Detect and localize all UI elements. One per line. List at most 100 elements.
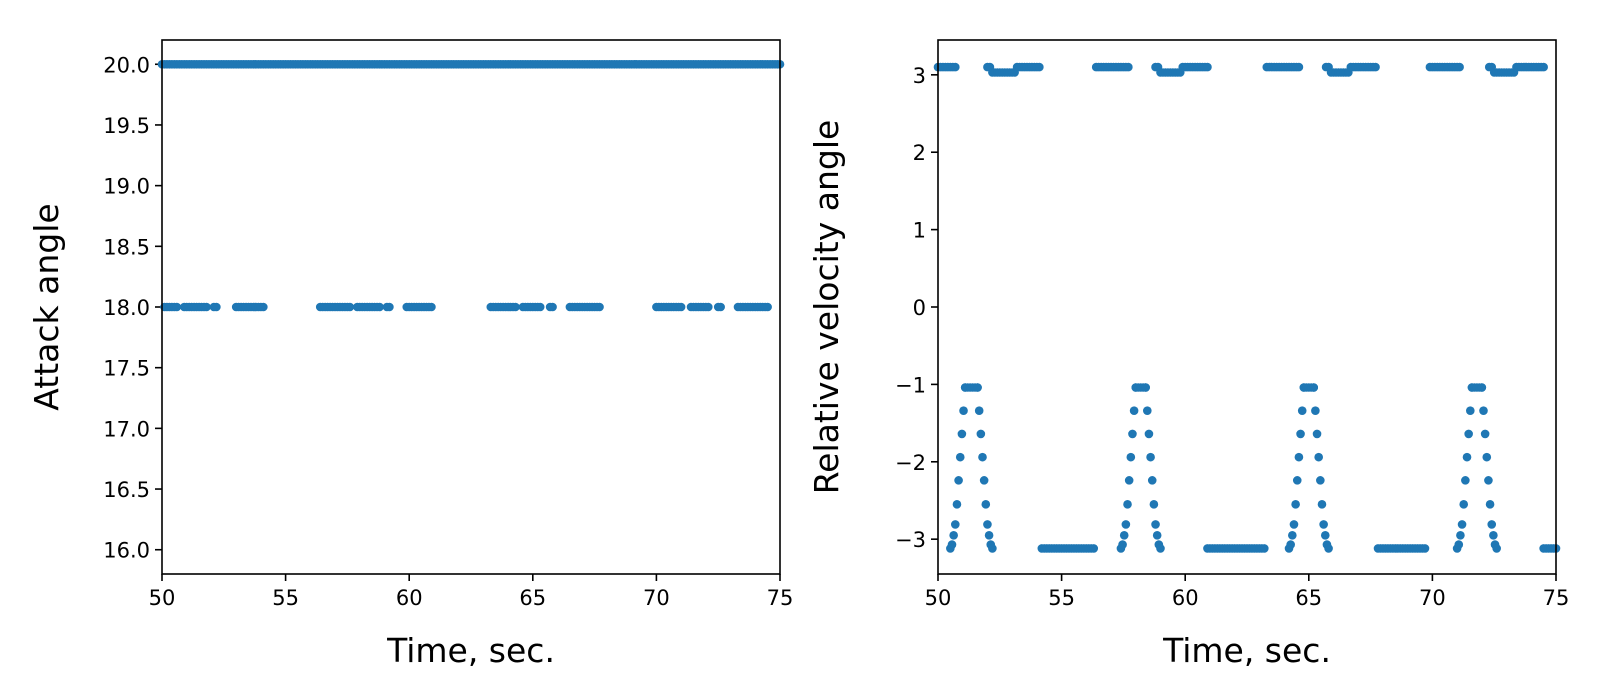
x-tick-label: 75 <box>1543 586 1570 610</box>
data-point <box>1455 62 1464 72</box>
data-point <box>1124 476 1134 485</box>
x-tick-label: 70 <box>643 586 670 610</box>
x-tick-label: 50 <box>149 586 176 610</box>
data-point <box>1489 531 1498 540</box>
data-point <box>1316 476 1325 485</box>
data-point <box>984 531 994 540</box>
y-tick-label: −1 <box>895 373 926 397</box>
data-point <box>1320 531 1330 540</box>
x-tick-label: 50 <box>925 586 952 610</box>
data-point <box>1151 520 1160 529</box>
y-tick-label: 16.0 <box>103 539 150 563</box>
x-tick-label: 60 <box>1172 586 1199 610</box>
data-point <box>1317 500 1327 509</box>
y-tick-label: −2 <box>895 451 926 475</box>
y-tick-label: 19.0 <box>103 175 150 199</box>
data-point <box>1485 500 1495 509</box>
data-point <box>1121 520 1131 529</box>
data-point <box>1288 531 1297 540</box>
y-tick-label: 3 <box>913 64 926 88</box>
data-point <box>595 302 604 312</box>
data-point <box>1311 406 1320 416</box>
relative-velocity-angle-panel: 50 55 60 65 70 75 −3 −2 −1 0 1 2 3 Time, sec. Relative… <box>807 39 1570 670</box>
y-tick-label: 17.5 <box>103 357 150 381</box>
x-tick-label: 55 <box>272 586 299 610</box>
data-point <box>1309 383 1319 392</box>
x-tick-label: 75 <box>767 586 794 610</box>
data-point <box>202 302 211 312</box>
data-point <box>952 500 962 509</box>
y-tick-label: −3 <box>895 528 926 552</box>
plot-frame <box>161 39 781 575</box>
y-tick-label: 1 <box>913 219 926 243</box>
data-point <box>704 302 713 312</box>
y-axis-label: Attack angle <box>27 203 66 410</box>
data-point <box>1141 383 1150 392</box>
data-point <box>957 429 967 439</box>
data-point <box>979 476 989 485</box>
data-point <box>951 62 960 72</box>
data-point <box>1149 500 1159 509</box>
data-point <box>1482 452 1492 462</box>
data-point <box>1371 62 1380 72</box>
x-axis-label: Time, sec. <box>1162 631 1331 670</box>
data-point <box>535 302 545 312</box>
x-tick-label: 60 <box>396 586 423 610</box>
data-point <box>1126 452 1136 462</box>
data-point <box>1147 476 1157 485</box>
data-point <box>1089 544 1099 553</box>
data-point <box>1152 531 1162 540</box>
data-point <box>1260 544 1269 553</box>
data-point <box>983 520 992 529</box>
data-point <box>1456 531 1465 540</box>
data-point <box>1286 540 1295 549</box>
data-point <box>1146 452 1155 462</box>
data-point <box>511 302 520 312</box>
scatter-series <box>933 62 1561 553</box>
data-point <box>212 302 221 312</box>
data-point <box>1035 62 1044 72</box>
y-tick-label: 18.0 <box>103 296 150 320</box>
data-point <box>1462 452 1472 462</box>
data-point <box>1420 544 1430 553</box>
data-point <box>1319 520 1328 529</box>
x-tick-label: 65 <box>1295 586 1322 610</box>
data-point <box>1143 406 1152 416</box>
data-point <box>1296 429 1305 439</box>
y-tick-label: 0 <box>913 296 926 320</box>
data-point <box>676 302 686 312</box>
x-axis-label: Time, sec. <box>386 631 555 670</box>
y-tick-label: 19.5 <box>103 114 150 138</box>
data-point <box>1324 544 1333 553</box>
y-tick-label: 2 <box>913 141 926 165</box>
data-point <box>1156 544 1165 553</box>
attack-angle-panel: 50 55 60 65 70 75 16.0 16.5 17.0 17.5 18.0 18.5 19.0… <box>27 39 794 670</box>
data-point <box>947 540 957 549</box>
data-point <box>1144 429 1154 439</box>
x-tick-label: 70 <box>1419 586 1446 610</box>
data-point <box>1484 476 1493 485</box>
data-point <box>1124 62 1133 72</box>
data-point <box>385 302 394 312</box>
y-tick-label: 16.5 <box>103 478 150 502</box>
data-point <box>1291 500 1300 509</box>
data-point <box>1477 383 1487 392</box>
x-tick-label: 55 <box>1048 586 1075 610</box>
data-point <box>976 429 986 439</box>
data-point <box>1203 62 1212 72</box>
data-point <box>259 302 268 312</box>
data-point <box>427 302 436 312</box>
data-point <box>973 383 982 392</box>
data-point <box>375 302 384 312</box>
y-axis-label: Relative velocity angle <box>807 120 846 495</box>
data-point <box>1480 429 1490 439</box>
data-point <box>716 302 725 312</box>
data-point <box>1487 520 1497 529</box>
data-point <box>981 500 991 509</box>
data-point <box>1292 476 1302 485</box>
data-point <box>1464 429 1473 439</box>
data-point <box>1294 452 1304 462</box>
data-point <box>1123 500 1132 509</box>
data-point <box>988 544 997 553</box>
